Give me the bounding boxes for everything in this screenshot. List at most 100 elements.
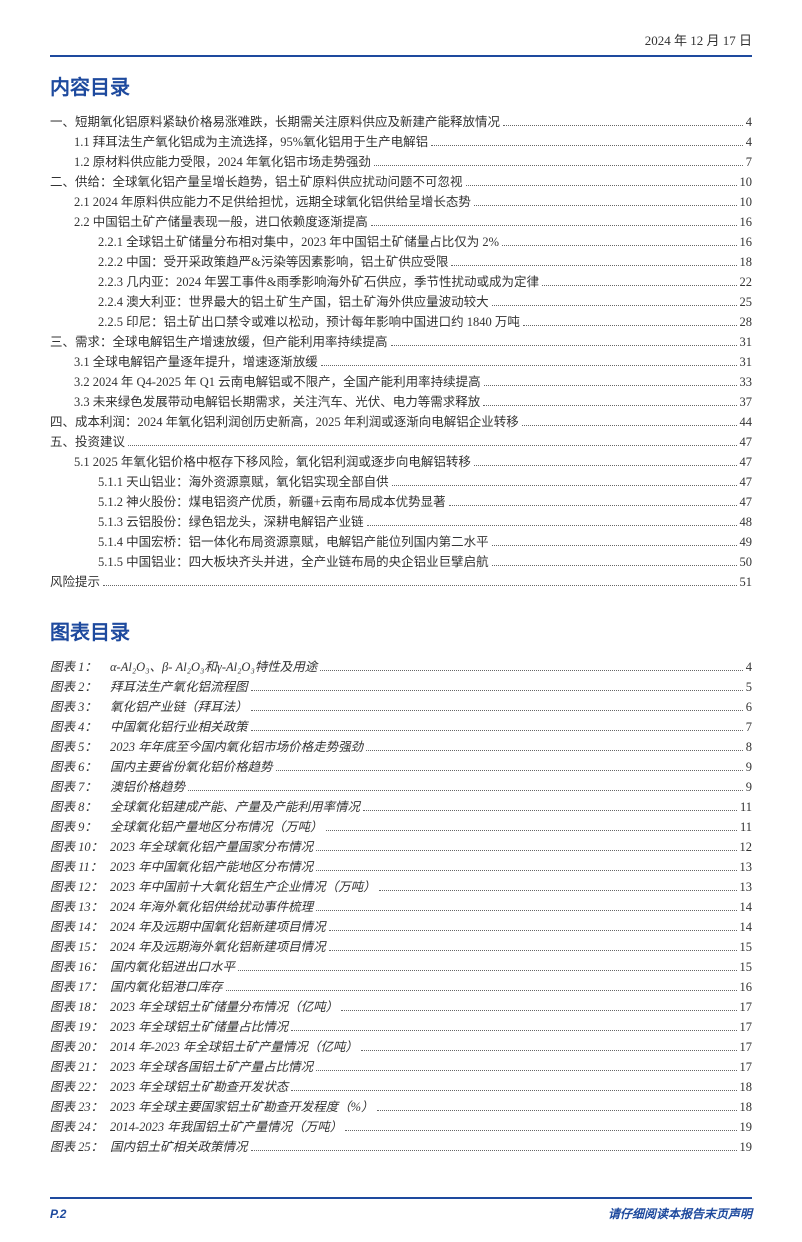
toc-item-text[interactable]: 5.1.5 中国铝业：四大板块齐头并进，全产业链布局的央企铝业巨擘启航 (98, 552, 489, 572)
figure-text[interactable]: 国内主要省份氧化铝价格趋势 (110, 757, 273, 777)
toc-leader-dots (466, 185, 737, 186)
figure-text[interactable]: 2023 年全球铝土矿储量分布情况（亿吨） (110, 997, 338, 1017)
figure-text[interactable]: 2024 年海外氧化铝供给扰动事件梳理 (110, 897, 313, 917)
toc-item-text[interactable]: 5.1.4 中国宏桥：铝一体化布局资源禀赋，电解铝产能位列国内第二水平 (98, 532, 489, 552)
figure-text[interactable]: 全球氧化铝建成产能、产量及产能利用率情况 (110, 797, 360, 817)
toc-page-number: 22 (740, 272, 753, 292)
figure-number: 图表 19： (50, 1017, 110, 1037)
toc-item-text[interactable]: 2.2.3 几内亚：2024 年罢工事件&雨季影响海外矿石供应，季节性扰动或成为… (98, 272, 539, 292)
figure-row: 图表 20：2014 年-2023 年全球铝土矿产量情况（亿吨）17 (50, 1037, 752, 1057)
figure-row: 图表 11：2023 年中国氧化铝产能地区分布情况13 (50, 857, 752, 877)
figure-leader-dots (251, 690, 743, 691)
figure-text[interactable]: 2023 年中国氧化铝产能地区分布情况 (110, 857, 313, 877)
figure-row: 图表 10：2023 年全球氧化铝产量国家分布情况12 (50, 837, 752, 857)
toc-page-number: 48 (740, 512, 753, 532)
toc-page-number: 49 (740, 532, 753, 552)
toc-leader-dots (492, 545, 737, 546)
figure-leader-dots (238, 970, 736, 971)
figure-number: 图表 8： (50, 797, 110, 817)
figure-text[interactable]: 2024 年及远期中国氧化铝新建项目情况 (110, 917, 326, 937)
figure-text[interactable]: α-Al₂O₃、β- Al₂O₃和γ-Al₂O₃特性及用途 (110, 657, 317, 677)
toc-row: 四、成本利润：2024 年氧化铝利润创历史新高，2025 年利润或逐渐向电解铝企… (50, 412, 752, 432)
toc-item-text[interactable]: 2.2.2 中国：受开采政策趋严&污染等因素影响，铝土矿供应受限 (98, 252, 448, 272)
toc-item-text[interactable]: 5.1.1 天山铝业：海外资源禀赋，氧化铝实现全部自供 (98, 472, 389, 492)
figure-page-number: 19 (740, 1137, 753, 1157)
figure-leader-dots (276, 770, 743, 771)
figure-text[interactable]: 2023 年全球各国铝土矿产量占比情况 (110, 1057, 313, 1077)
figure-page-number: 17 (740, 1017, 753, 1037)
toc-page-number: 25 (740, 292, 753, 312)
date-text: 2024 年 12 月 17 日 (645, 33, 752, 48)
figure-text[interactable]: 2023 年全球氧化铝产量国家分布情况 (110, 837, 313, 857)
toc-page-number: 51 (740, 572, 753, 592)
figure-leader-dots (226, 990, 737, 991)
toc-item-text[interactable]: 5.1.2 神火股份：煤电铝资产优质，新疆+云南布局成本优势显著 (98, 492, 446, 512)
figure-page-number: 18 (740, 1077, 753, 1097)
figure-row: 图表 21：2023 年全球各国铝土矿产量占比情况17 (50, 1057, 752, 1077)
toc-item-text[interactable]: 1.1 拜耳法生产氧化铝成为主流选择，95%氧化铝用于生产电解铝 (74, 132, 428, 152)
toc-leader-dots (392, 485, 737, 486)
toc-page-number: 37 (740, 392, 753, 412)
toc-item-text[interactable]: 5.1 2025 年氧化铝价格中枢存下移风险，氧化铝利润或逐步向电解铝转移 (74, 452, 471, 472)
figure-row: 图表 17：国内氧化铝港口库存16 (50, 977, 752, 997)
toc-item-text[interactable]: 3.1 全球电解铝产量逐年提升，增速逐渐放缓 (74, 352, 318, 372)
figure-text[interactable]: 2024 年及远期海外氧化铝新建项目情况 (110, 937, 326, 957)
figure-number: 图表 12： (50, 877, 110, 897)
figure-page-number: 14 (740, 917, 753, 937)
toc-leader-dots (522, 425, 737, 426)
toc-page-number: 28 (740, 312, 753, 332)
toc-item-text[interactable]: 五、投资建议 (50, 432, 125, 452)
figure-number: 图表 9： (50, 817, 110, 837)
toc-item-text[interactable]: 2.2.5 印尼：铝土矿出口禁令或难以松动，预计每年影响中国进口约 1840 万… (98, 312, 520, 332)
toc-item-text[interactable]: 5.1.3 云铝股份：绿色铝龙头，深耕电解铝产业链 (98, 512, 364, 532)
toc-item-text[interactable]: 3.3 未来绿色发展带动电解铝长期需求，关注汽车、光伏、电力等需求释放 (74, 392, 480, 412)
toc-page-number: 50 (740, 552, 753, 572)
toc-leader-dots (474, 205, 737, 206)
toc-item-text[interactable]: 四、成本利润：2024 年氧化铝利润创历史新高，2025 年利润或逐渐向电解铝企… (50, 412, 519, 432)
toc-row: 5.1.5 中国铝业：四大板块齐头并进，全产业链布局的央企铝业巨擘启航 50 (50, 552, 752, 572)
figure-text[interactable]: 拜耳法生产氧化铝流程图 (110, 677, 248, 697)
toc-leader-dots (483, 405, 736, 406)
figure-leader-dots (316, 1070, 736, 1071)
toc-item-text[interactable]: 二、供给：全球氧化铝产量呈增长趋势，铝土矿原料供应扰动问题不可忽视 (50, 172, 463, 192)
figure-leader-dots (329, 950, 737, 951)
figure-text[interactable]: 全球氧化铝产量地区分布情况（万吨） (110, 817, 323, 837)
figure-text[interactable]: 2023 年中国前十大氧化铝生产企业情况（万吨） (110, 877, 376, 897)
figure-text[interactable]: 2023 年全球铝土矿勘查开发状态 (110, 1077, 288, 1097)
toc-item-text[interactable]: 2.2.4 澳大利亚：世界最大的铝土矿生产国，铝土矿海外供应量波动较大 (98, 292, 489, 312)
figure-text[interactable]: 国内氧化铝港口库存 (110, 977, 223, 997)
figure-text[interactable]: 2023 年年底至今国内氧化铝市场价格走势强劲 (110, 737, 363, 757)
figure-page-number: 8 (746, 737, 752, 757)
toc-item-text[interactable]: 3.2 2024 年 Q4-2025 年 Q1 云南电解铝或不限产，全国产能利用… (74, 372, 481, 392)
figure-text[interactable]: 2023 年全球铝土矿储量占比情况 (110, 1017, 288, 1037)
figure-page-number: 11 (740, 817, 752, 837)
figure-text[interactable]: 国内氧化铝进出口水平 (110, 957, 235, 977)
toc-item-text[interactable]: 2.2 中国铝土矿产储量表现一般，进口依赖度逐渐提高 (74, 212, 368, 232)
figure-page-number: 15 (740, 937, 753, 957)
figure-text[interactable]: 2023 年全球主要国家铝土矿勘查开发程度（%） (110, 1097, 374, 1117)
figure-text[interactable]: 澳铝价格趋势 (110, 777, 185, 797)
figure-text[interactable]: 2014 年-2023 年全球铝土矿产量情况（亿吨） (110, 1037, 358, 1057)
figure-text[interactable]: 氧化铝产业链（拜耳法） (110, 697, 248, 717)
toc-page-number: 31 (740, 352, 753, 372)
figure-text[interactable]: 2014-2023 年我国铝土矿产量情况（万吨） (110, 1117, 342, 1137)
toc-row: 二、供给：全球氧化铝产量呈增长趋势，铝土矿原料供应扰动问题不可忽视10 (50, 172, 752, 192)
figure-number: 图表 23： (50, 1097, 110, 1117)
figure-page-number: 13 (740, 857, 753, 877)
figure-leader-dots (326, 830, 737, 831)
toc-leader-dots (391, 345, 737, 346)
toc-item-text[interactable]: 2.2.1 全球铝土矿储量分布相对集中，2023 年中国铝土矿储量占比仅为 2% (98, 232, 499, 252)
toc-item-text[interactable]: 1.2 原材料供应能力受限，2024 年氧化铝市场走势强劲 (74, 152, 371, 172)
toc-row: 五、投资建议47 (50, 432, 752, 452)
figure-number: 图表 13： (50, 897, 110, 917)
toc-leader-dots (431, 145, 743, 146)
figure-text[interactable]: 中国氧化铝行业相关政策 (110, 717, 248, 737)
figure-row: 图表 23：2023 年全球主要国家铝土矿勘查开发程度（%）18 (50, 1097, 752, 1117)
toc-item-text[interactable]: 2.1 2024 年原料供应能力不足供给担忧，远期全球氧化铝供给呈增长态势 (74, 192, 471, 212)
toc-item-text[interactable]: 三、需求：全球电解铝生产增速放缓，但产能利用率持续提高 (50, 332, 388, 352)
toc-item-text[interactable]: 风险提示 (50, 572, 100, 592)
figure-page-number: 14 (740, 897, 753, 917)
figure-text[interactable]: 国内铝土矿相关政策情况 (110, 1137, 248, 1157)
figure-leader-dots (320, 670, 742, 671)
toc-item-text[interactable]: 一、短期氧化铝原料紧缺价格易涨难跌，长期需关注原料供应及新建产能释放情况 (50, 112, 500, 132)
